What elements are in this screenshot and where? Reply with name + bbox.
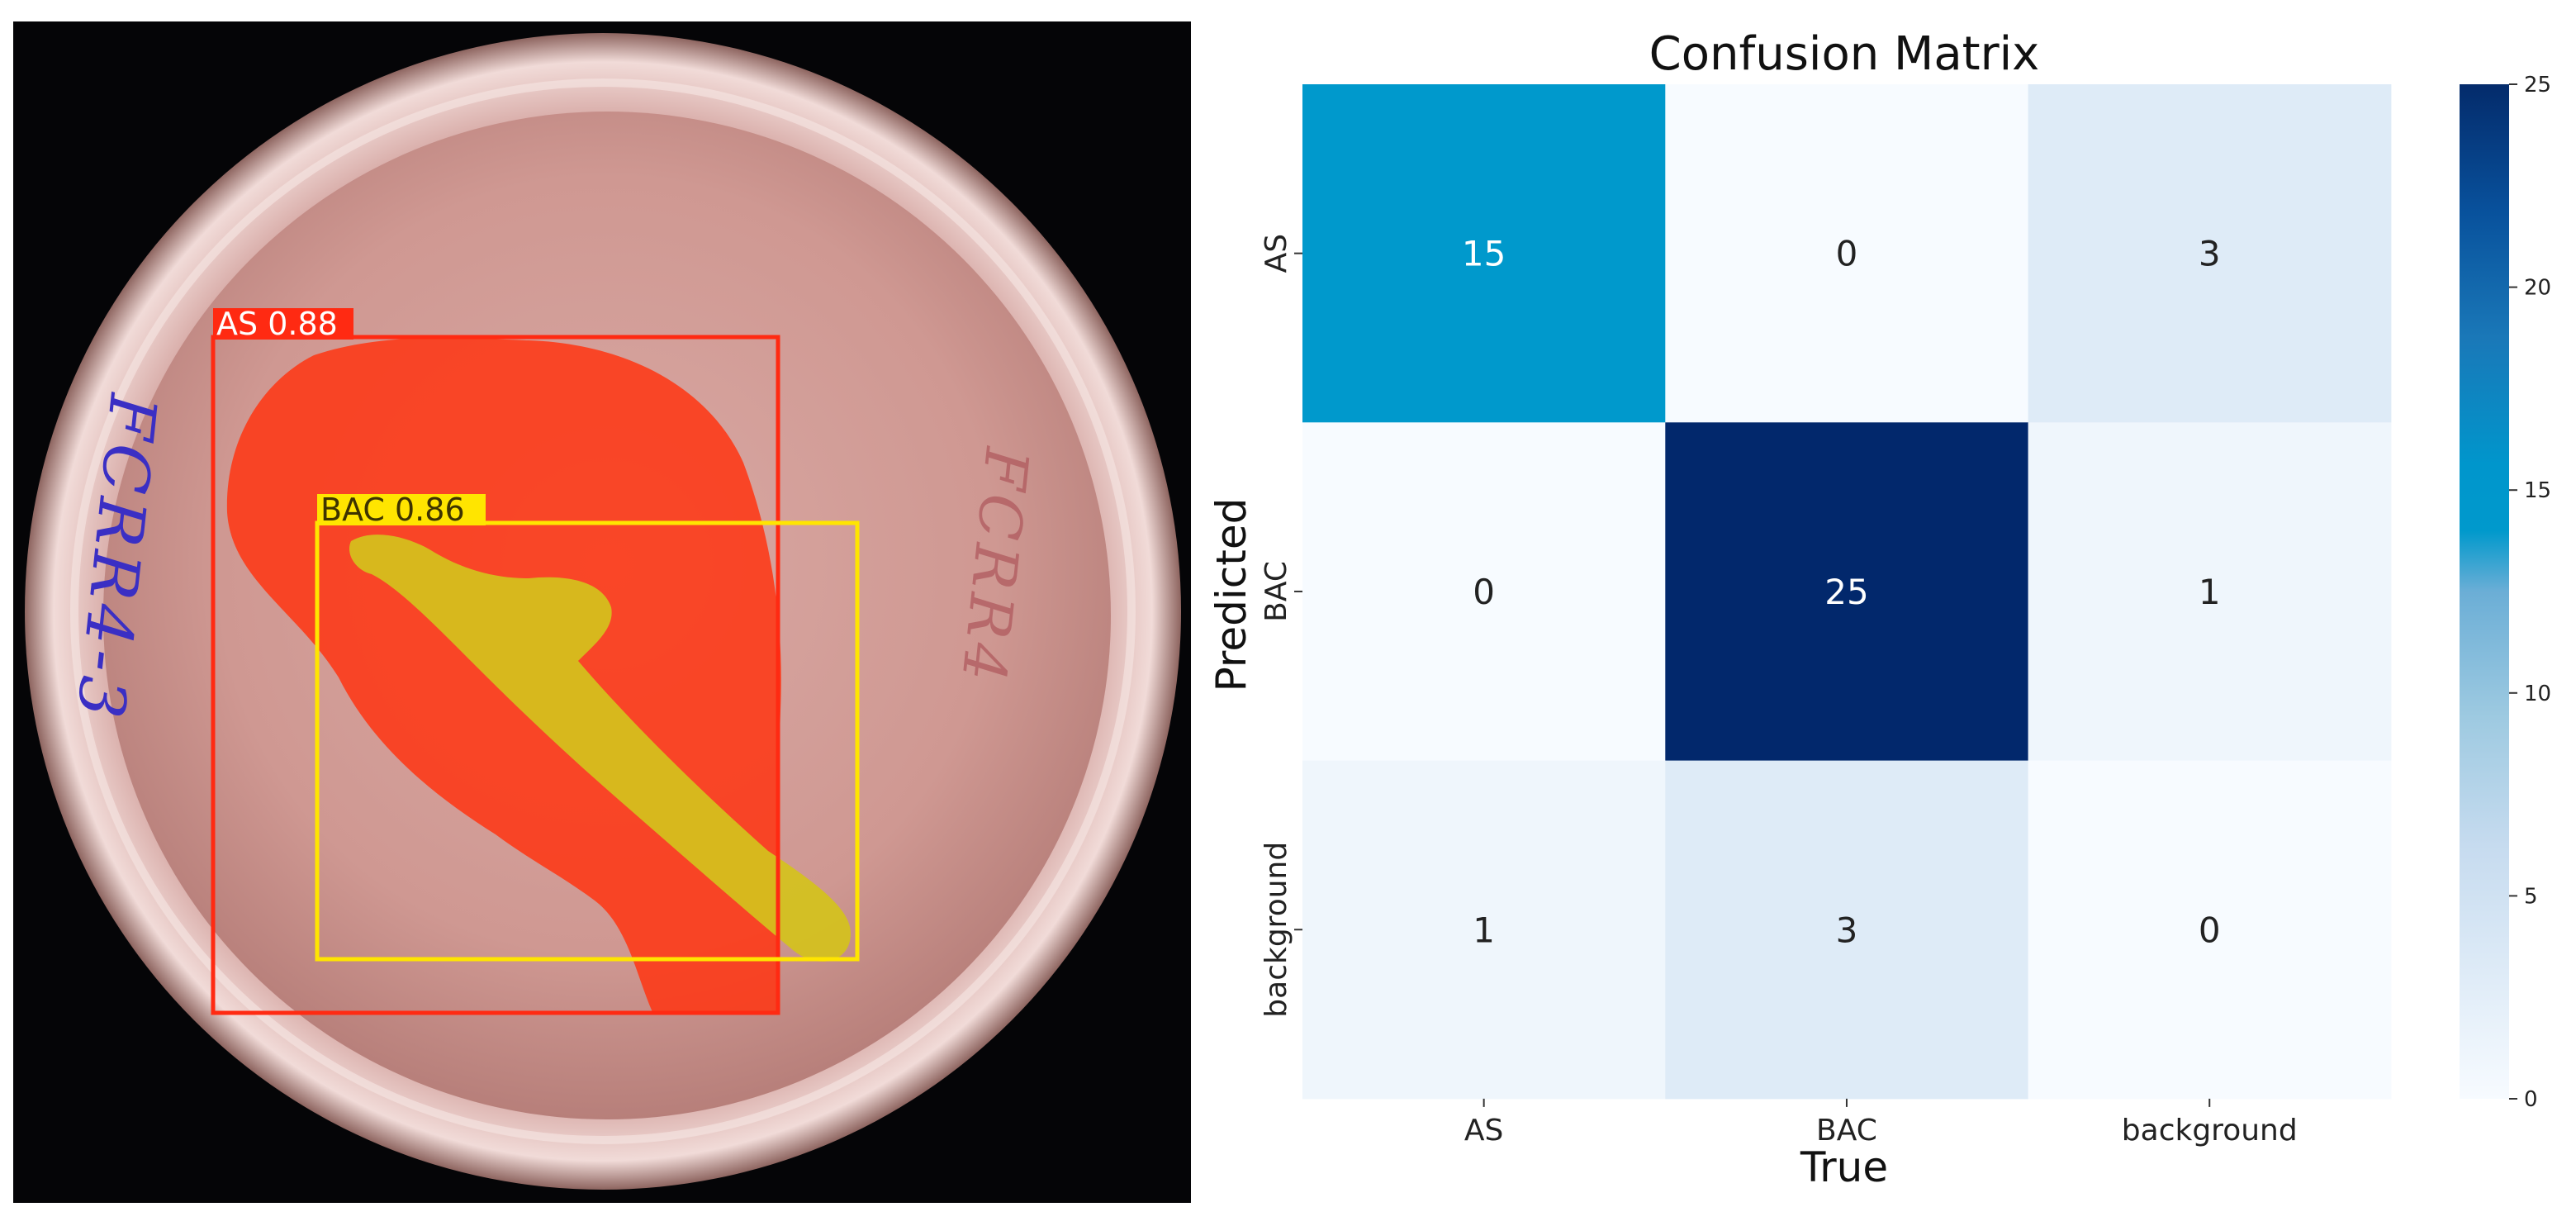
bac-detection-label: BAC 0.86 (320, 492, 465, 528)
heatmap-cells (1302, 84, 2392, 1100)
detection-panel: FCRR4-3 FCRR4 AS 0.88 BAC 0.86 (13, 21, 1191, 1203)
cell-value-label: 1 (2199, 572, 2221, 612)
heatmap-cell (1665, 760, 2029, 1100)
cell-value-label: 25 (1824, 572, 1868, 612)
chart-title: Confusion Matrix (1649, 27, 2040, 81)
y-tick-label: AS (1260, 234, 1293, 273)
colorbar-tick-label: 20 (2524, 276, 2551, 301)
x-axis-ticks: AS BAC background (1464, 1098, 2298, 1148)
cell-value-label: 3 (2199, 234, 2221, 274)
x-axis-label: True (1800, 1143, 1888, 1191)
colorbar-tick-label: 0 (2524, 1087, 2538, 1112)
cell-value-label: 0 (1473, 572, 1495, 612)
cell-labels: 15 0 3 0 25 1 1 3 0 (1462, 234, 2221, 951)
heatmap-cell (2028, 422, 2392, 762)
colorbar-tick-label: 10 (2524, 682, 2551, 706)
confusion-matrix-chart: Confusion Matrix 15 0 3 0 25 1 1 3 0 AS BAC backgr… (1207, 27, 2551, 1191)
heatmap-cell (1665, 422, 2029, 762)
cell-value-label: 0 (2199, 910, 2221, 950)
bac-label-background (317, 494, 486, 525)
as-bounding-box (211, 335, 780, 1015)
heatmap-cell (2028, 84, 2392, 423)
heatmap-cell (1302, 422, 1666, 762)
as-label-background (213, 308, 353, 340)
bac-segmentation-mask (349, 535, 851, 962)
cell-value-label: 1 (1473, 910, 1495, 950)
cell-value-label: 0 (1836, 234, 1858, 274)
colorbar-ticks: 0 5 10 15 20 25 (2509, 73, 2551, 1112)
y-tick-label: BAC (1260, 561, 1293, 622)
colorbar-gradient (2460, 84, 2509, 1099)
x-tick-label: BAC (1816, 1114, 1877, 1148)
y-axis-ticks: AS BAC background (1260, 234, 1302, 1018)
cell-value-label: 3 (1836, 910, 1858, 950)
heatmap-cell (1302, 84, 1666, 423)
x-tick-label: AS (1464, 1114, 1503, 1148)
as-detection-label: AS 0.88 (216, 306, 338, 342)
y-tick-label: background (1260, 842, 1293, 1018)
colorbar: 0 5 10 15 20 25 (2460, 73, 2551, 1112)
cell-value-label: 15 (1462, 234, 1506, 274)
heatmap-cell (1302, 760, 1666, 1100)
petri-dish-inner-ring (70, 78, 1136, 1144)
x-tick-label: background (2122, 1114, 2298, 1148)
heatmap-cell (1665, 84, 2029, 423)
bac-bounding-box (315, 520, 860, 962)
heatmap-cell (2028, 760, 2392, 1100)
colorbar-tick-label: 15 (2524, 478, 2551, 503)
colorbar-tick-label: 25 (2524, 73, 2551, 97)
colorbar-tick-label: 5 (2524, 884, 2538, 909)
y-axis-label: Predicted (1207, 498, 1255, 692)
